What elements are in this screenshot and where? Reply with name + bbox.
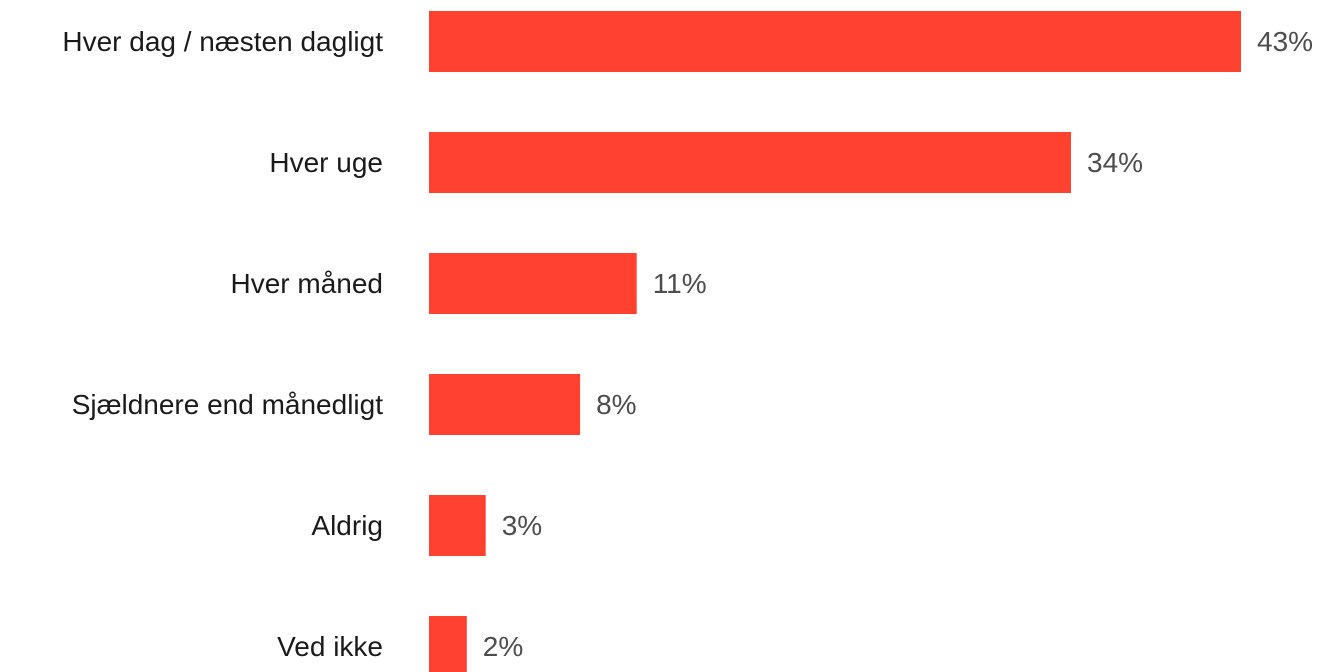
value-label-aldrig: 3%	[502, 510, 542, 541]
bar-hver-dag-naesten-dagligt	[429, 11, 1241, 72]
bars-layer	[429, 11, 1241, 672]
value-label-hver-uge: 34%	[1087, 147, 1143, 178]
value-label-hver-dag-naesten-dagligt: 43%	[1257, 26, 1313, 57]
category-label-hver-maned: Hver måned	[230, 268, 383, 299]
category-label-hver-dag-naesten-dagligt: Hver dag / næsten dagligt	[62, 26, 383, 57]
category-label-sjaeldnere-end-manedligt: Sjældnere end månedligt	[72, 389, 384, 420]
category-label-ved-ikke: Ved ikke	[277, 631, 383, 662]
bar-ved-ikke	[429, 616, 467, 672]
category-label-aldrig: Aldrig	[311, 510, 383, 541]
bar-aldrig	[429, 495, 486, 556]
bar-hver-maned	[429, 253, 637, 314]
bar-sjaeldnere-end-manedligt	[429, 374, 581, 435]
value-label-ved-ikke: 2%	[483, 631, 523, 662]
value-label-sjaeldnere-end-manedligt: 8%	[596, 389, 636, 420]
value-labels: 43% 34% 11% 8% 3% 2%	[483, 26, 1313, 662]
bar-hver-uge	[429, 132, 1071, 193]
value-label-hver-maned: 11%	[653, 268, 707, 299]
category-labels: Hver dag / næsten dagligt Hver uge Hver må…	[62, 26, 383, 662]
category-label-hver-uge: Hver uge	[269, 147, 383, 178]
